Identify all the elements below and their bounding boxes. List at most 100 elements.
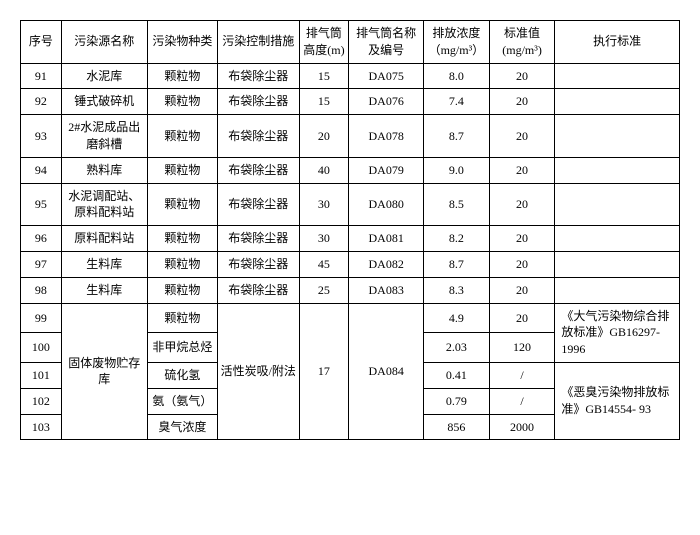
- header-exec: 执行标准: [555, 21, 680, 64]
- header-control: 污染控制措施: [217, 21, 299, 64]
- cell-control: 布袋除尘器: [217, 226, 299, 252]
- header-std: 标准值(mg/m³): [489, 21, 555, 64]
- table-row: 94熟料库颗粒物布袋除尘器40DA0799.020: [21, 157, 680, 183]
- cell-type: 颗粒物: [147, 183, 217, 226]
- header-seq: 序号: [21, 21, 62, 64]
- header-code: 排气筒名称及编号: [349, 21, 424, 64]
- cell-code: DA075: [349, 63, 424, 89]
- cell-exec: [555, 277, 680, 303]
- cell-std: /: [489, 388, 555, 414]
- cell-height: 30: [299, 183, 349, 226]
- cell-name: 水泥库: [61, 63, 147, 89]
- cell-exec: [555, 157, 680, 183]
- cell-height: 25: [299, 277, 349, 303]
- cell-std: 120: [489, 333, 555, 363]
- cell-code: DA082: [349, 251, 424, 277]
- cell-code: DA081: [349, 226, 424, 252]
- table-row: 97生料库颗粒物布袋除尘器45DA0828.720: [21, 251, 680, 277]
- cell-control: 布袋除尘器: [217, 157, 299, 183]
- cell-height: 45: [299, 251, 349, 277]
- cell-std: 20: [489, 183, 555, 226]
- cell-conc: 8.3: [424, 277, 490, 303]
- table-row: 95水泥调配站、原料配料站颗粒物布袋除尘器30DA0808.520: [21, 183, 680, 226]
- cell-height: 40: [299, 157, 349, 183]
- cell-seq: 91: [21, 63, 62, 89]
- cell-exec: [555, 89, 680, 115]
- cell-seq: 93: [21, 115, 62, 158]
- table-row: 92锤式破碎机颗粒物布袋除尘器15DA0767.420: [21, 89, 680, 115]
- cell-control: 布袋除尘器: [217, 115, 299, 158]
- cell-seq: 103: [21, 414, 62, 440]
- cell-code: DA084: [349, 303, 424, 440]
- cell-std: /: [489, 362, 555, 388]
- cell-conc: 8.0: [424, 63, 490, 89]
- cell-type: 颗粒物: [147, 303, 217, 333]
- cell-seq: 96: [21, 226, 62, 252]
- cell-seq: 95: [21, 183, 62, 226]
- cell-name: 锤式破碎机: [61, 89, 147, 115]
- cell-height: 30: [299, 226, 349, 252]
- cell-exec: [555, 226, 680, 252]
- cell-height: 15: [299, 63, 349, 89]
- cell-code: DA080: [349, 183, 424, 226]
- cell-conc: 7.4: [424, 89, 490, 115]
- cell-type: 颗粒物: [147, 226, 217, 252]
- cell-code: DA079: [349, 157, 424, 183]
- cell-conc: 8.7: [424, 251, 490, 277]
- cell-type: 硫化氢: [147, 362, 217, 388]
- cell-exec: [555, 251, 680, 277]
- cell-exec: 《恶臭污染物排放标准》GB14554- 93: [555, 362, 680, 439]
- cell-std: 2000: [489, 414, 555, 440]
- cell-seq: 97: [21, 251, 62, 277]
- cell-name: 生料库: [61, 251, 147, 277]
- cell-name: 熟料库: [61, 157, 147, 183]
- cell-name: 2#水泥成品出磨斜槽: [61, 115, 147, 158]
- cell-type: 非甲烷总烃: [147, 333, 217, 363]
- header-type: 污染物种类: [147, 21, 217, 64]
- cell-type: 颗粒物: [147, 63, 217, 89]
- cell-type: 颗粒物: [147, 251, 217, 277]
- cell-seq: 98: [21, 277, 62, 303]
- cell-name: 生料库: [61, 277, 147, 303]
- cell-std: 20: [489, 226, 555, 252]
- cell-std: 20: [489, 277, 555, 303]
- cell-conc: 0.79: [424, 388, 490, 414]
- cell-code: DA076: [349, 89, 424, 115]
- cell-name: 固体废物贮存库: [61, 303, 147, 440]
- cell-control: 布袋除尘器: [217, 251, 299, 277]
- table-row: 99固体废物贮存库颗粒物活性炭吸/附法17DA0844.920《大气污染物综合排…: [21, 303, 680, 333]
- cell-std: 20: [489, 157, 555, 183]
- cell-conc: 8.2: [424, 226, 490, 252]
- cell-std: 20: [489, 251, 555, 277]
- cell-exec: 《大气污染物综合排放标准》GB16297-1996: [555, 303, 680, 362]
- header-height: 排气筒高度(m): [299, 21, 349, 64]
- cell-type: 颗粒物: [147, 277, 217, 303]
- cell-conc: 0.41: [424, 362, 490, 388]
- cell-conc: 8.7: [424, 115, 490, 158]
- cell-conc: 2.03: [424, 333, 490, 363]
- cell-type: 臭气浓度: [147, 414, 217, 440]
- cell-exec: [555, 63, 680, 89]
- cell-name: 原料配料站: [61, 226, 147, 252]
- cell-seq: 100: [21, 333, 62, 363]
- cell-std: 20: [489, 63, 555, 89]
- cell-exec: [555, 115, 680, 158]
- cell-seq: 92: [21, 89, 62, 115]
- cell-control: 布袋除尘器: [217, 277, 299, 303]
- cell-height: 17: [299, 303, 349, 440]
- header-name: 污染源名称: [61, 21, 147, 64]
- cell-conc: 856: [424, 414, 490, 440]
- cell-std: 20: [489, 303, 555, 333]
- table-row: 96原料配料站颗粒物布袋除尘器30DA0818.220: [21, 226, 680, 252]
- emission-table: 序号 污染源名称 污染物种类 污染控制措施 排气筒高度(m) 排气筒名称及编号 …: [20, 20, 680, 440]
- cell-conc: 4.9: [424, 303, 490, 333]
- cell-control: 布袋除尘器: [217, 63, 299, 89]
- cell-type: 颗粒物: [147, 115, 217, 158]
- cell-seq: 102: [21, 388, 62, 414]
- cell-std: 20: [489, 89, 555, 115]
- cell-seq: 99: [21, 303, 62, 333]
- cell-conc: 8.5: [424, 183, 490, 226]
- cell-type: 氨（氨气）: [147, 388, 217, 414]
- cell-type: 颗粒物: [147, 89, 217, 115]
- table-row: 932#水泥成品出磨斜槽颗粒物布袋除尘器20DA0788.720: [21, 115, 680, 158]
